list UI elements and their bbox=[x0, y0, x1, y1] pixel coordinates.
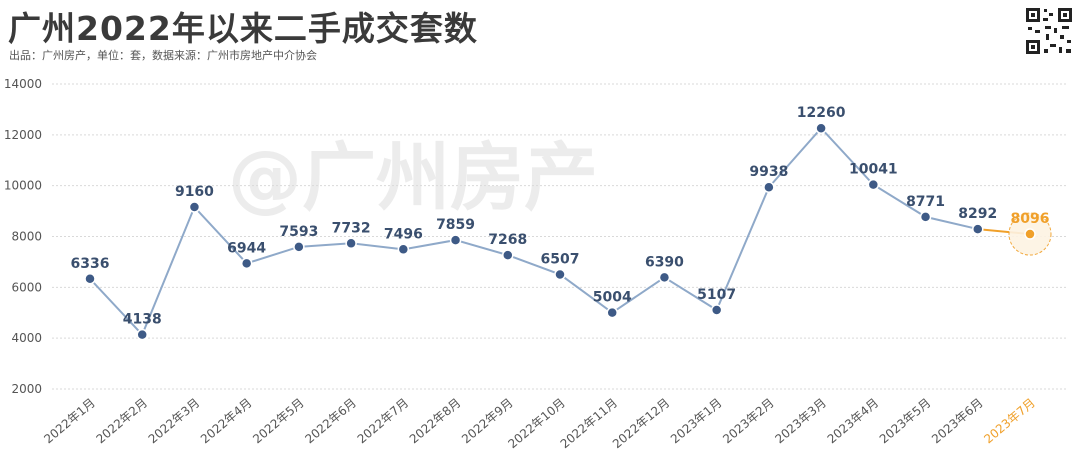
y-tick-label: 6000 bbox=[11, 280, 42, 294]
x-tick-label: 2023年1月 bbox=[668, 396, 725, 447]
x-tick-label: 2022年4月 bbox=[198, 396, 255, 447]
data-label: 8096 bbox=[1011, 211, 1050, 227]
y-tick-label: 14000 bbox=[4, 77, 42, 91]
y-tick-label: 12000 bbox=[4, 128, 42, 142]
data-point bbox=[972, 223, 984, 235]
data-point bbox=[188, 201, 201, 213]
x-tick-label: 2022年2月 bbox=[94, 396, 151, 447]
data-point bbox=[710, 304, 723, 316]
x-tick-label: 2022年8月 bbox=[407, 396, 464, 447]
data-label: 8771 bbox=[906, 194, 945, 210]
watermark: @广州房产 bbox=[228, 135, 598, 221]
data-point bbox=[867, 178, 880, 191]
y-tick-label: 8000 bbox=[11, 230, 42, 244]
qr-code-icon bbox=[1024, 6, 1074, 56]
data-label: 10041 bbox=[849, 162, 898, 178]
data-label: 7268 bbox=[488, 232, 527, 248]
data-label: 6507 bbox=[541, 251, 580, 267]
data-label: 9938 bbox=[749, 164, 788, 180]
series-line bbox=[89, 126, 979, 337]
data-point bbox=[919, 211, 932, 223]
data-point bbox=[606, 306, 618, 319]
x-tick-label: 2022年12月 bbox=[610, 396, 672, 452]
data-label: 6390 bbox=[645, 254, 684, 270]
data-label: 5107 bbox=[697, 287, 736, 303]
data-point bbox=[84, 273, 96, 285]
data-point bbox=[502, 249, 514, 261]
page-title: 广州2022年以来二手成交套数 bbox=[8, 9, 478, 48]
x-tick-label: 2022年1月 bbox=[41, 396, 98, 447]
x-tick-label: 2023年5月 bbox=[877, 396, 934, 447]
page-subtitle: 出品：广州房产，单位：套，数据来源：广州市房地产中介协会 bbox=[9, 49, 317, 62]
data-point bbox=[1024, 228, 1036, 240]
data-label: 6336 bbox=[71, 256, 110, 272]
data-label: 8292 bbox=[958, 206, 997, 222]
y-tick-label: 2000 bbox=[11, 382, 42, 396]
data-point bbox=[345, 237, 357, 250]
y-tick-label: 10000 bbox=[4, 179, 42, 193]
data-point bbox=[658, 271, 671, 284]
x-tick-label: 2023年7月 bbox=[981, 396, 1038, 447]
data-point bbox=[815, 122, 827, 134]
data-point bbox=[763, 181, 775, 193]
x-tick-label: 2023年4月 bbox=[825, 396, 882, 447]
data-point bbox=[293, 241, 305, 253]
data-label: 7859 bbox=[436, 217, 475, 233]
data-label: 7732 bbox=[332, 220, 371, 236]
data-point bbox=[397, 243, 410, 256]
data-point bbox=[554, 268, 566, 281]
x-tick-label: 2022年6月 bbox=[302, 396, 359, 447]
data-point bbox=[240, 257, 253, 270]
data-label: 4138 bbox=[123, 312, 162, 328]
data-label: 6944 bbox=[227, 240, 266, 256]
x-tick-label: 2022年3月 bbox=[146, 396, 203, 447]
x-tick-label: 2023年2月 bbox=[720, 396, 777, 447]
data-label: 7593 bbox=[279, 224, 318, 240]
data-point bbox=[449, 234, 462, 246]
y-tick-label: 4000 bbox=[11, 331, 42, 345]
x-tick-label: 2022年5月 bbox=[250, 396, 307, 447]
x-tick-label: 2023年3月 bbox=[772, 396, 829, 447]
x-tick-label: 2023年6月 bbox=[929, 396, 986, 447]
data-label: 12260 bbox=[797, 105, 846, 121]
data-label: 9160 bbox=[175, 184, 214, 200]
data-label: 7496 bbox=[384, 226, 423, 242]
data-label: 5004 bbox=[593, 290, 632, 306]
x-tick-label: 2022年7月 bbox=[355, 396, 412, 447]
data-point bbox=[136, 328, 148, 341]
